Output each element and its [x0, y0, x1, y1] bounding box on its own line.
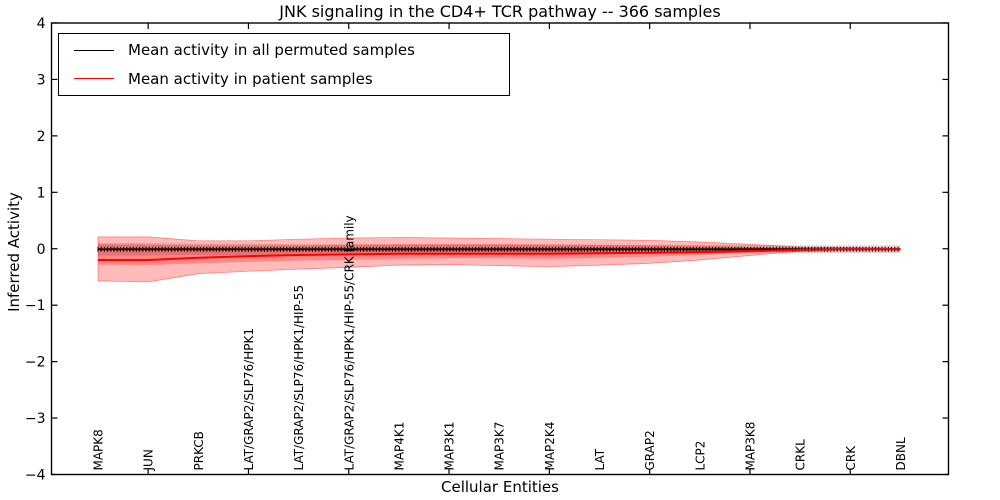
x-tick-label: MAP3K7 — [493, 422, 507, 471]
x-tick-label: MAPK8 — [92, 429, 106, 470]
x-tick-label: MAP3K8 — [743, 422, 757, 471]
y-axis-label: Inferred Activity — [5, 192, 23, 312]
x-tick-label: LCP2 — [693, 441, 707, 471]
y-tick-label: −3 — [25, 411, 46, 427]
legend-label-permuted: Mean activity in all permuted samples — [128, 41, 415, 60]
legend-item-patient: Mean activity in patient samples — [59, 65, 509, 93]
x-tick-label: LAT — [593, 448, 607, 470]
y-tick-label: 4 — [37, 16, 46, 32]
x-tick-label: LAT/GRAP2/SLP76/HPK1/HIP-55 — [292, 285, 306, 471]
patient-line-swatch — [74, 78, 114, 80]
x-tick-label: PRKCB — [192, 431, 206, 470]
x-tick-label: MAP3K1 — [443, 422, 457, 471]
x-tick-label: LAT/GRAP2/SLP76/HPK1 — [242, 328, 256, 471]
legend-item-permuted: Mean activity in all permuted samples — [59, 36, 509, 64]
patient-mean-line — [98, 248, 901, 261]
chart-title: JNK signaling in the CD4+ TCR pathway --… — [279, 2, 721, 21]
y-tick-label: −2 — [25, 355, 46, 371]
y-tick-label: 2 — [37, 129, 46, 145]
x-tick-label: LAT/GRAP2/SLP76/HPK1/HIP-55/CRK family — [342, 215, 356, 470]
x-axis-label: Cellular Entities — [441, 478, 559, 496]
y-tick-label: −1 — [25, 298, 46, 314]
x-tick-label: MAP4K1 — [392, 422, 406, 471]
y-tick-label: 1 — [37, 185, 46, 201]
legend: Mean activity in all permuted samples Me… — [58, 33, 510, 96]
permuted-line-swatch — [74, 49, 114, 51]
x-tick-label: GRAP2 — [643, 430, 657, 470]
legend-label-patient: Mean activity in patient samples — [128, 69, 373, 88]
x-tick-label: MAP2K4 — [543, 422, 557, 471]
x-tick-label: CRK — [844, 445, 858, 471]
y-tick-label: 3 — [37, 72, 46, 88]
x-tick-label: DBNL — [894, 437, 908, 470]
x-tick-label: CRKL — [794, 439, 808, 471]
y-tick-label: −4 — [25, 468, 46, 484]
y-tick-label: 0 — [37, 242, 46, 258]
x-tick-label: JUN — [142, 449, 156, 471]
